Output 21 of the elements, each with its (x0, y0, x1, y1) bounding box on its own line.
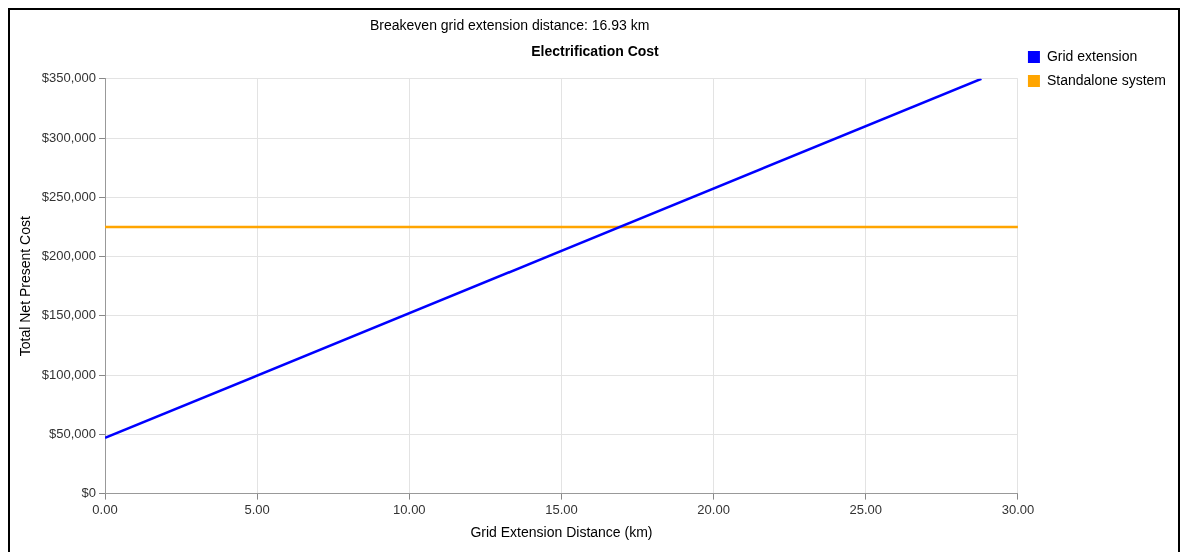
y-tick-label: $50,000 (49, 425, 97, 441)
y-tick-label: $200,000 (41, 248, 97, 264)
text: Breakeven grid extension distance: 16.93 km (370, 17, 650, 33)
y-tick-label: $300,000 (41, 129, 97, 145)
x-tick-label: 30.00 (1001, 501, 1035, 517)
legend-label: Grid extension (1046, 47, 1138, 64)
x-tick-label: 25.00 (849, 501, 883, 517)
y-tick-label: $100,000 (41, 366, 97, 382)
y-tick-label: $250,000 (41, 188, 97, 204)
y-tick-label: $350,000 (41, 70, 97, 86)
x-axis-title: Grid Extension Distance (km) (470, 524, 653, 541)
y-tick-label: $0 (81, 485, 97, 501)
x-tick-label: 0.00 (92, 501, 118, 517)
x-tick-label: 10.00 (393, 501, 426, 517)
x-tick-label: 20.00 (697, 501, 730, 517)
chart-title: Electrification Cost (531, 43, 660, 60)
y-tick-label: $150,000 (41, 307, 97, 323)
x-tick-label: 5.00 (244, 501, 270, 517)
x-tick-label: 15.00 (545, 501, 578, 517)
legend-label: Standalone system (1046, 71, 1167, 88)
y-axis-title: Total Net Present Cost (17, 216, 34, 357)
